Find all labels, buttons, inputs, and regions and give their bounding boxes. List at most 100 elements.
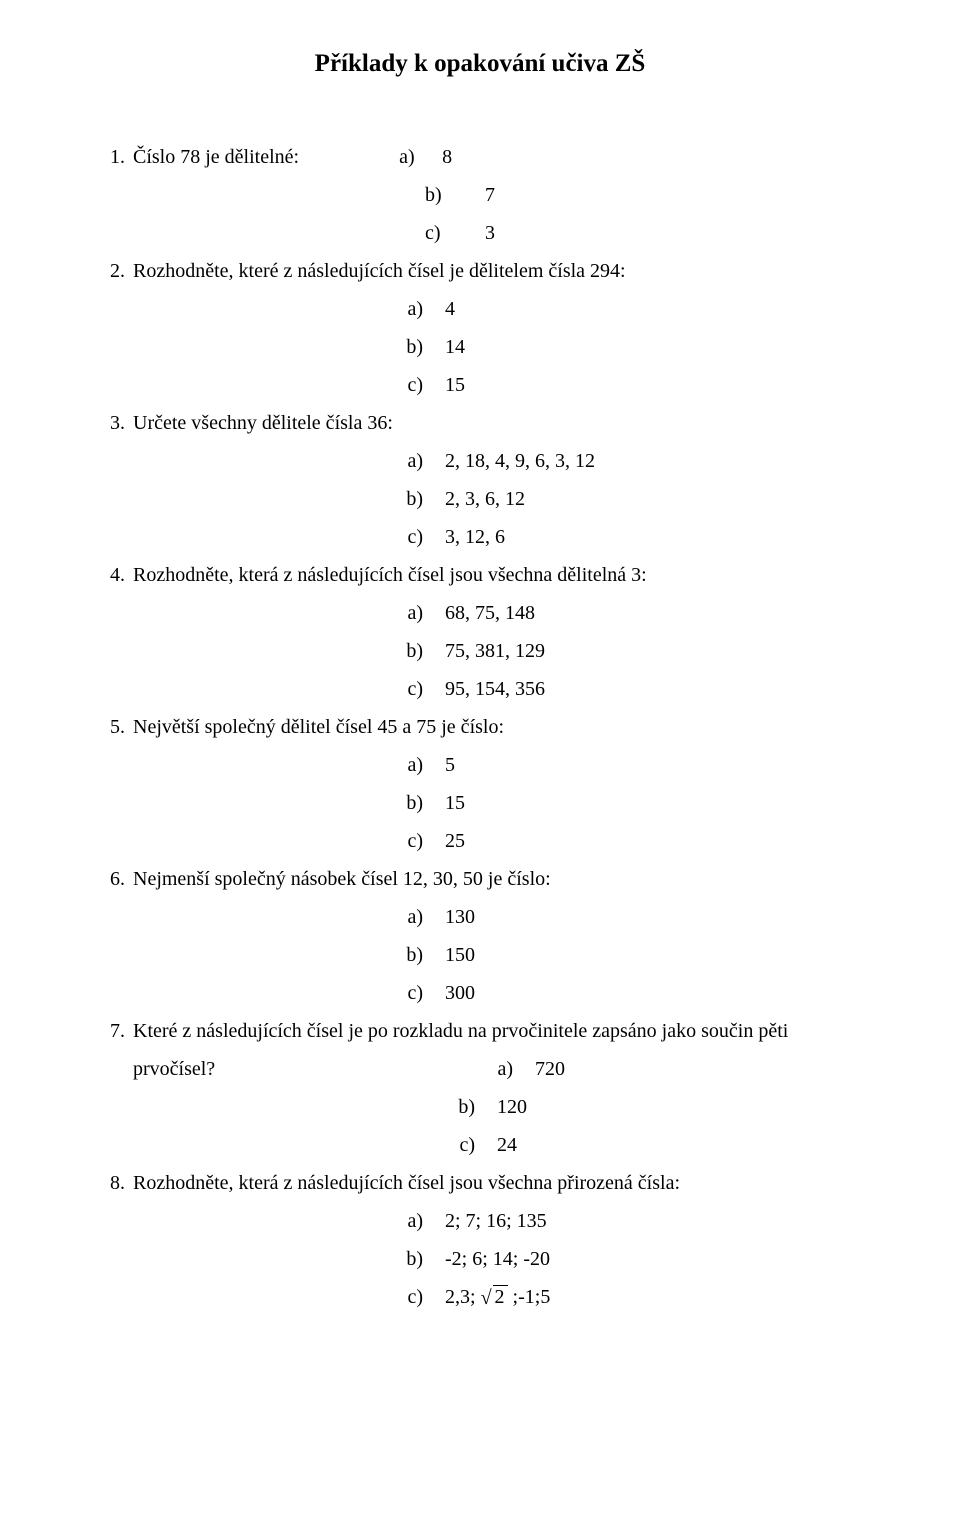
- q8-b-value: -2; 6; 14; -20: [445, 1240, 865, 1278]
- q6-b-value: 150: [445, 936, 865, 974]
- q3-number: 3.: [95, 404, 133, 442]
- q8-c-radicand: 2: [493, 1285, 508, 1308]
- q1-b-label: b): [425, 176, 485, 214]
- q6-c-label: c): [133, 974, 445, 1012]
- q8-a-label: a): [133, 1202, 445, 1240]
- q5-a-label: a): [133, 746, 445, 784]
- q4-a-value: 68, 75, 148: [445, 594, 865, 632]
- q8-c-value: 2,3; 2 ;-1;5: [445, 1278, 865, 1316]
- q3-text: Určete všechny dělitele čísla 36:: [133, 404, 865, 442]
- q4-number: 4.: [95, 556, 133, 594]
- question-2: 2. Rozhodněte, které z následujících čís…: [95, 252, 865, 290]
- q3-b-value: 2, 3, 6, 12: [445, 480, 865, 518]
- question-6: 6. Nejmenší společný násobek čísel 12, 3…: [95, 860, 865, 898]
- q1-number: 1.: [95, 138, 133, 176]
- q4-c-label: c): [133, 670, 445, 708]
- q2-option-c: c) 15: [95, 366, 865, 404]
- q4-option-a: a) 68, 75, 148: [95, 594, 865, 632]
- q1-text: Číslo 78 je dělitelné: a) 8: [133, 138, 865, 176]
- q7-option-b: b) 120: [95, 1088, 865, 1126]
- q6-a-label: a): [133, 898, 445, 936]
- q1-stem: Číslo 78 je dělitelné:: [133, 146, 299, 168]
- q4-c-value: 95, 154, 356: [445, 670, 865, 708]
- q4-option-b: b) 75, 381, 129: [95, 632, 865, 670]
- q6-b-label: b): [133, 936, 445, 974]
- q2-b-value: 14: [445, 328, 865, 366]
- q2-a-label: a): [133, 290, 445, 328]
- q2-option-b: b) 14: [95, 328, 865, 366]
- q8-option-c: c) 2,3; 2 ;-1;5: [95, 1278, 865, 1316]
- q3-b-label: b): [133, 480, 445, 518]
- q5-c-label: c): [133, 822, 445, 860]
- worksheet-page: Příklady k opakování učiva ZŠ 1. Číslo 7…: [0, 0, 960, 1376]
- question-1: 1. Číslo 78 je dělitelné: a) 8: [95, 138, 865, 176]
- q1-c-value: 3: [485, 214, 865, 252]
- q7-c-label: c): [95, 1126, 497, 1164]
- q3-option-c: c) 3, 12, 6: [95, 518, 865, 556]
- question-8: 8. Rozhodněte, která z následujících čís…: [95, 1164, 865, 1202]
- q1-option-b: b) 7: [95, 176, 865, 214]
- q4-b-label: b): [133, 632, 445, 670]
- q1-c-label: c): [425, 214, 485, 252]
- q7-a-label: a): [463, 1050, 535, 1088]
- q1-b-value: 7: [485, 176, 865, 214]
- q4-option-c: c) 95, 154, 356: [95, 670, 865, 708]
- q7-text: Které z následujících čísel je po rozkla…: [133, 1012, 865, 1050]
- question-7: 7. Které z následujících čísel je po roz…: [95, 1012, 865, 1050]
- q8-text: Rozhodněte, která z následujících čísel …: [133, 1164, 865, 1202]
- q8-a-value: 2; 7; 16; 135: [445, 1202, 865, 1240]
- q5-option-b: b) 15: [95, 784, 865, 822]
- q6-option-b: b) 150: [95, 936, 865, 974]
- question-3: 3. Určete všechny dělitele čísla 36:: [95, 404, 865, 442]
- q8-option-b: b) -2; 6; 14; -20: [95, 1240, 865, 1278]
- q7-c-value: 24: [497, 1126, 865, 1164]
- q2-number: 2.: [95, 252, 133, 290]
- page-title: Příklady k opakování učiva ZŠ: [95, 40, 865, 88]
- q6-a-value: 130: [445, 898, 865, 936]
- q3-a-value: 2, 18, 4, 9, 6, 3, 12: [445, 442, 865, 480]
- q8-option-a: a) 2; 7; 16; 135: [95, 1202, 865, 1240]
- q3-option-a: a) 2, 18, 4, 9, 6, 3, 12: [95, 442, 865, 480]
- sqrt-icon: 2: [481, 1278, 508, 1316]
- q7-line2: prvočísel? a) 720: [95, 1050, 865, 1088]
- q7-a-value: 720: [535, 1050, 565, 1088]
- q5-option-c: c) 25: [95, 822, 865, 860]
- question-5: 5. Největší společný dělitel čísel 45 a …: [95, 708, 865, 746]
- q7-b-value: 120: [497, 1088, 865, 1126]
- q2-text: Rozhodněte, které z následujících čísel …: [133, 252, 865, 290]
- question-4: 4. Rozhodněte, která z následujících čís…: [95, 556, 865, 594]
- q8-c-pre: 2,3;: [445, 1286, 481, 1308]
- q6-option-a: a) 130: [95, 898, 865, 936]
- q1-option-c: c) 3: [95, 214, 865, 252]
- q1-a-value: 8: [442, 146, 452, 168]
- q8-c-label: c): [133, 1278, 445, 1316]
- q5-option-a: a) 5: [95, 746, 865, 784]
- q8-b-label: b): [133, 1240, 445, 1278]
- q3-option-b: b) 2, 3, 6, 12: [95, 480, 865, 518]
- q7-b-label: b): [95, 1088, 497, 1126]
- q2-c-label: c): [133, 366, 445, 404]
- q2-b-label: b): [133, 328, 445, 366]
- q4-b-value: 75, 381, 129: [445, 632, 865, 670]
- q5-text: Největší společný dělitel čísel 45 a 75 …: [133, 708, 865, 746]
- q1-a-label: a): [399, 138, 437, 176]
- q6-number: 6.: [95, 860, 133, 898]
- q5-b-label: b): [133, 784, 445, 822]
- q3-c-label: c): [133, 518, 445, 556]
- q8-c-post: ;-1;5: [508, 1286, 551, 1308]
- q5-b-value: 15: [445, 784, 865, 822]
- q6-option-c: c) 300: [95, 974, 865, 1012]
- q2-c-value: 15: [445, 366, 865, 404]
- q3-c-value: 3, 12, 6: [445, 518, 865, 556]
- q2-a-value: 4: [445, 290, 865, 328]
- q2-option-a: a) 4: [95, 290, 865, 328]
- q7-number: 7.: [95, 1012, 133, 1050]
- q8-number: 8.: [95, 1164, 133, 1202]
- q7-stem2: prvočísel?: [133, 1050, 463, 1088]
- q5-c-value: 25: [445, 822, 865, 860]
- q3-a-label: a): [133, 442, 445, 480]
- q7-option-c: c) 24: [95, 1126, 865, 1164]
- q5-a-value: 5: [445, 746, 865, 784]
- q6-c-value: 300: [445, 974, 865, 1012]
- q6-text: Nejmenší společný násobek čísel 12, 30, …: [133, 860, 865, 898]
